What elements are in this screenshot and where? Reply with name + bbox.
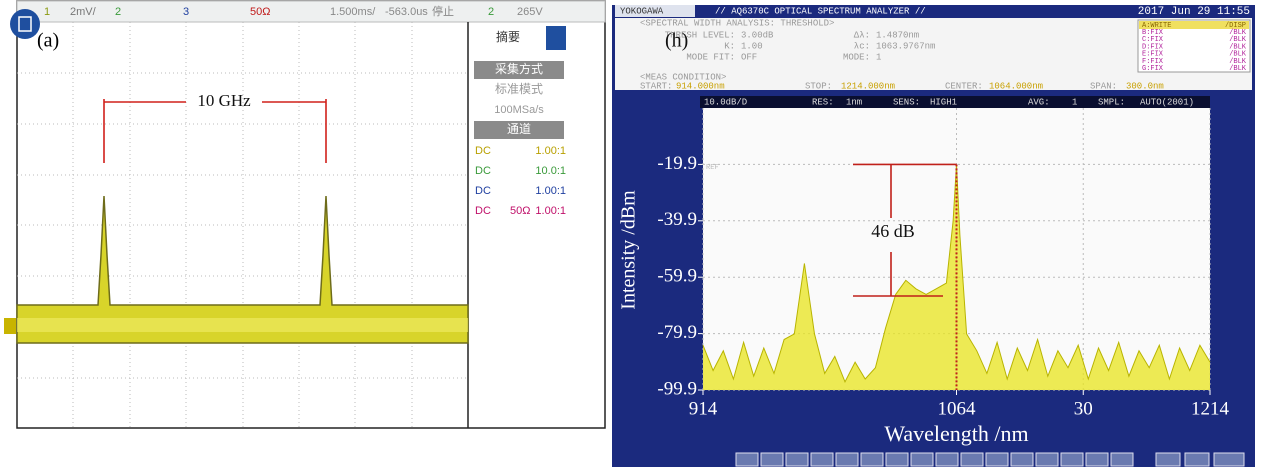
setting: SENS: bbox=[893, 97, 920, 107]
param-value: 1 bbox=[876, 52, 881, 62]
channel-setting: DC bbox=[475, 165, 491, 177]
condition-label: CENTER: bbox=[945, 81, 983, 91]
status-text: 1.500ms/ bbox=[330, 6, 376, 18]
y-tick-label: -59.9 bbox=[657, 266, 697, 287]
condition-value: 300.0nm bbox=[1126, 81, 1164, 91]
param-value: 1063.9767nm bbox=[876, 41, 935, 51]
param-label: K: bbox=[724, 41, 735, 51]
status-text: 1 bbox=[44, 6, 50, 18]
trace-state: /BLK bbox=[1229, 65, 1247, 73]
brand: YOKOGAWA bbox=[620, 6, 664, 16]
trace-core bbox=[17, 318, 468, 332]
condition-label: SPAN: bbox=[1090, 81, 1117, 91]
y-tick-label: -19.9 bbox=[657, 153, 697, 174]
setting: AVG: bbox=[1028, 97, 1050, 107]
condition-label: STOP: bbox=[805, 81, 832, 91]
condition-label: START: bbox=[640, 81, 672, 91]
channel-marker bbox=[4, 318, 16, 334]
param-label: MODE: bbox=[843, 52, 870, 62]
y-tick-label: -79.9 bbox=[657, 322, 697, 343]
panel-label: (h) bbox=[665, 30, 688, 52]
ref-marker: REF bbox=[706, 164, 719, 172]
instrument: // AQ6370C OPTICAL SPECTRUM ANALYZER // bbox=[715, 6, 926, 16]
channel-setting: 1.00:1 bbox=[535, 145, 566, 157]
y-tick-label: -99.9 bbox=[657, 378, 697, 399]
annotation: 10 GHz bbox=[197, 91, 251, 110]
channel-setting: 1.00:1 bbox=[535, 185, 566, 197]
status-text: 265V bbox=[517, 6, 543, 18]
status-text: 停止 bbox=[432, 4, 454, 18]
x-axis-label: Wavelength /nm bbox=[884, 421, 1028, 446]
menu-icon-right bbox=[546, 26, 566, 50]
status-text: -563.0us bbox=[385, 6, 428, 18]
condition-value: 914.000nm bbox=[676, 81, 725, 91]
y-tick-label: -39.9 bbox=[657, 209, 697, 230]
y-axis-label: Intensity /dBm bbox=[618, 190, 640, 310]
setting: SMPL: bbox=[1098, 97, 1125, 107]
setting: 10.0dB/D bbox=[704, 97, 747, 107]
menu-button: 通道 bbox=[507, 122, 531, 136]
figure: (a) 1 2mV/2 3 50Ω 1.500ms/ -563.0us 停止 2 265V 摘要采集… bbox=[0, 0, 1263, 472]
condition-value: 1064.000nm bbox=[989, 81, 1043, 91]
x-tick-label: 914 bbox=[689, 398, 718, 419]
menu-title: 摘要 bbox=[496, 29, 520, 44]
x-tick-label: 30 bbox=[1074, 398, 1093, 419]
param-label: Δλ: bbox=[854, 30, 870, 40]
param-label: λc: bbox=[854, 41, 870, 51]
param-label: MODE FIT: bbox=[686, 52, 735, 62]
analysis-title: <SPECTRAL WIDTH ANALYSIS: THRESHOLD> bbox=[640, 18, 834, 28]
setting: RES: bbox=[812, 97, 834, 107]
channel-setting: DC bbox=[475, 185, 491, 197]
setting: AUTO(2001) bbox=[1140, 97, 1194, 107]
status-text: 2mV/ bbox=[70, 6, 97, 18]
panel-label: (a) bbox=[37, 30, 59, 52]
x-tick-label: 1064 bbox=[938, 398, 977, 419]
setting: HIGH1 bbox=[930, 97, 957, 107]
trace-name: G:FIX bbox=[1142, 65, 1164, 73]
soft-keys bbox=[736, 453, 1244, 466]
x-tick-label: 1214 bbox=[1191, 398, 1230, 419]
menu-item: 100MSa/s bbox=[494, 104, 544, 116]
channel-setting: 1.00:1 bbox=[535, 205, 566, 217]
page: (a) 1 2mV/2 3 50Ω 1.500ms/ -563.0us 停止 2 265V 摘要采集… bbox=[0, 0, 1263, 472]
menu-icon bbox=[10, 9, 40, 39]
status-text: 3 bbox=[183, 6, 189, 18]
menu-button: 采集方式 bbox=[495, 61, 543, 76]
channel-setting: DC bbox=[475, 205, 491, 217]
param-value: OFF bbox=[741, 52, 757, 62]
channel-setting: 10.0:1 bbox=[535, 165, 566, 177]
param-value: 3.00dB bbox=[741, 30, 774, 40]
param-value: 1.4870nm bbox=[876, 30, 919, 40]
datetime: 2017 Jun 29 11:55 bbox=[1138, 6, 1250, 18]
channel-setting: DC bbox=[475, 145, 491, 157]
condition-value: 1214.000nm bbox=[841, 81, 895, 91]
setting: 1nm bbox=[846, 97, 862, 107]
status-text: 2 bbox=[488, 6, 494, 18]
annotation: 46 dB bbox=[871, 221, 915, 241]
status-text: 2 bbox=[115, 6, 121, 18]
setting: 1 bbox=[1072, 97, 1077, 107]
channel-setting: 50Ω bbox=[510, 205, 530, 217]
menu-item: 标准模式 bbox=[495, 82, 543, 96]
param-value: 1.00 bbox=[741, 41, 763, 51]
status-text: 50Ω bbox=[250, 6, 270, 18]
